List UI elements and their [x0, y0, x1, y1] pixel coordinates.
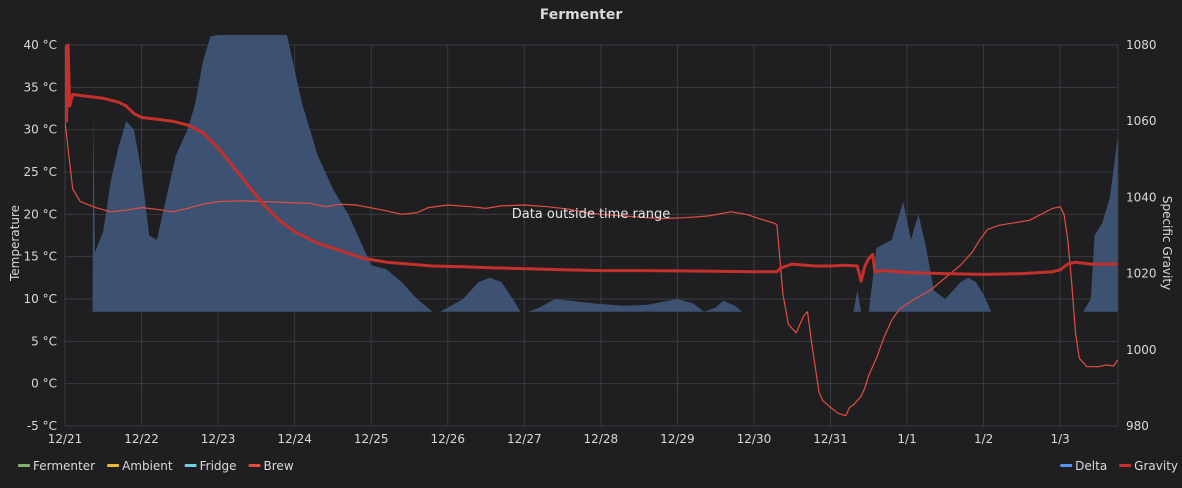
legend-item-brew[interactable]: Brew [248, 459, 294, 473]
legend-label: Ambient [122, 459, 173, 473]
y-right-tick: 1020 [1126, 267, 1157, 281]
x-tick: 12/25 [354, 432, 389, 446]
legend-item-fridge[interactable]: Fridge [184, 459, 237, 473]
y-left-tick: -5 °C [27, 419, 57, 433]
legend-left: Fermenter Ambient Fridge Brew [18, 459, 294, 473]
legend-item-delta[interactable]: Delta [1060, 459, 1107, 473]
y-axis-left: 40 °C 35 °C 30 °C 25 °C 20 °C 15 °C 10 °C 5 °C 0… [24, 38, 57, 433]
y-right-tick: 1000 [1126, 343, 1157, 357]
x-tick: 1/1 [897, 432, 916, 446]
panel-title: Fermenter [540, 7, 623, 23]
y-right-tick: 1040 [1126, 190, 1157, 204]
x-tick: 12/24 [277, 432, 312, 446]
x-tick: 12/23 [201, 432, 236, 446]
y-right-tick: 1060 [1126, 114, 1157, 128]
legend-label: Delta [1075, 459, 1107, 473]
legend-label: Fermenter [33, 459, 95, 473]
x-tick: 12/21 [48, 432, 83, 446]
legend-label: Fridge [200, 459, 237, 473]
legend-swatch [18, 464, 30, 467]
legend-label: Brew [264, 459, 294, 473]
no-data-annotation: Data outside time range [512, 207, 671, 222]
series-layer [65, 35, 1118, 417]
series-brew-line [65, 121, 1118, 417]
y-right-tick: 980 [1126, 419, 1149, 433]
x-tick: 12/28 [584, 432, 619, 446]
y-left-tick: 20 °C [24, 207, 57, 221]
y-left-tick: 30 °C [24, 123, 57, 137]
y-left-tick: 0 °C [31, 377, 57, 391]
y-axis-right-label: Specific Gravity [1160, 196, 1174, 290]
y-left-tick: 40 °C [24, 38, 57, 52]
x-tick: 12/26 [430, 432, 465, 446]
legend-swatch [184, 464, 197, 467]
x-tick: 12/30 [737, 432, 772, 446]
x-tick: 12/22 [124, 432, 159, 446]
legend-swatch [1119, 464, 1132, 467]
x-tick: 1/3 [1050, 432, 1069, 446]
x-tick: 12/29 [660, 432, 695, 446]
series-delta-area [92, 35, 1118, 312]
legend-swatch [1060, 464, 1073, 467]
y-axis-right: 1080 1060 1040 1020 1000 980 [1126, 38, 1157, 433]
y-axis-left-label: Temperature [8, 205, 22, 282]
x-axis: 12/21 12/22 12/23 12/24 12/25 12/26 12/27 12/28… [48, 432, 1070, 446]
legend-swatch [107, 464, 120, 467]
y-left-tick: 15 °C [24, 250, 57, 264]
legend-item-fermenter[interactable]: Fermenter [18, 459, 95, 473]
legend-item-ambient[interactable]: Ambient [107, 459, 173, 473]
y-right-tick: 1080 [1126, 38, 1157, 52]
y-left-tick: 5 °C [31, 334, 57, 348]
legend-item-gravity[interactable]: Gravity [1119, 459, 1178, 473]
series-gravity-line [65, 43, 1118, 283]
x-tick: 12/31 [813, 432, 848, 446]
y-left-tick: 35 °C [24, 80, 57, 94]
y-left-tick: 10 °C [24, 292, 57, 306]
x-tick: 1/2 [974, 432, 993, 446]
legend-right: Gravity Delta [1060, 459, 1178, 473]
legend-swatch [248, 464, 261, 467]
x-tick: 12/27 [507, 432, 542, 446]
legend-label: Gravity [1134, 459, 1178, 473]
y-left-tick: 25 °C [24, 165, 57, 179]
